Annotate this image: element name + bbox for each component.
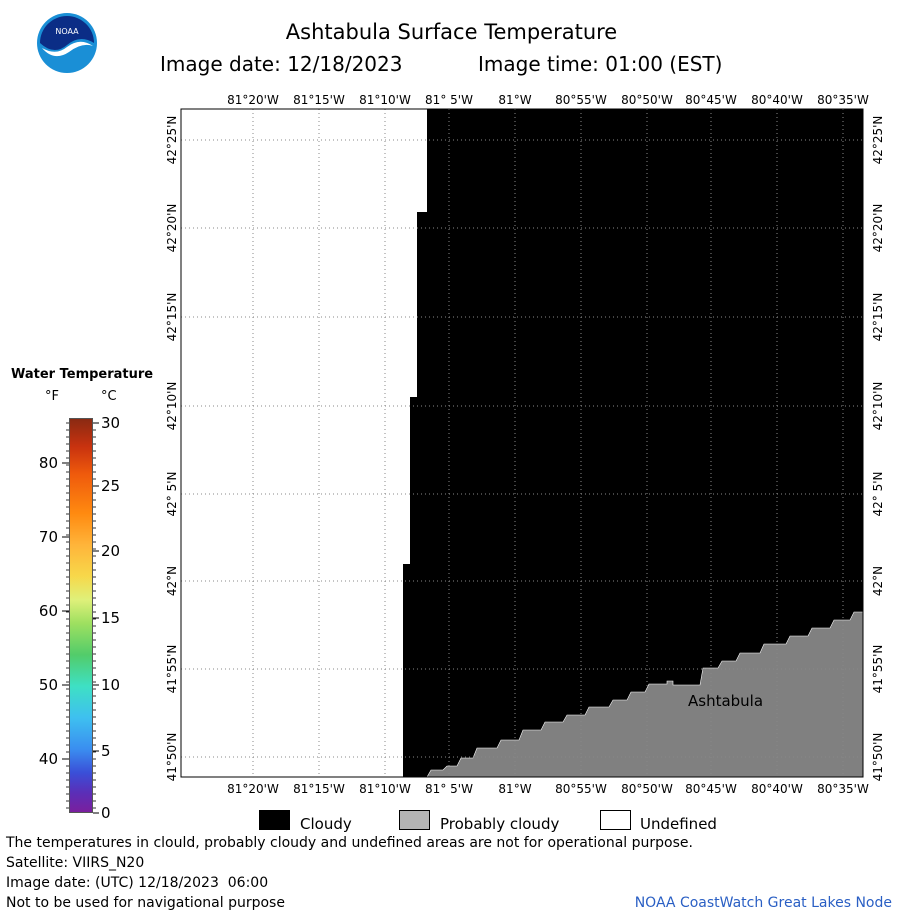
footer-disclaimer: The temperatures in clould, probably clo… xyxy=(6,835,693,851)
lon-label-bottom: 80°35'W xyxy=(817,782,869,796)
key-label-undefined: Undefined xyxy=(640,815,717,833)
lat-label-right: 42°25'N xyxy=(871,116,885,165)
lon-labels-top: 81°20'W 81°15'W 81°10'W 81° 5'W 81°W 80°55'W 8… xyxy=(227,93,869,107)
image-date: Image date: 12/18/2023 xyxy=(160,52,403,76)
key-swatch-probably-cloudy xyxy=(399,810,430,830)
probably-cloudy-area xyxy=(426,611,864,778)
lat-label-right: 42° 5'N xyxy=(871,472,885,517)
map-frame xyxy=(180,108,864,778)
lat-label-right: 41°50'N xyxy=(871,733,885,782)
footer-utc-date: Image date: (UTC) 12/18/2023 06:00 xyxy=(6,875,269,891)
lat-label-right: 41°55'N xyxy=(871,645,885,694)
key-swatch-cloudy xyxy=(259,810,290,830)
lat-label-left: 41°55'N xyxy=(165,645,179,694)
lat-label-right: 42°20'N xyxy=(871,204,885,253)
lon-label-top: 80°45'W xyxy=(685,93,737,107)
lat-label-left: 42°15'N xyxy=(165,293,179,342)
lon-label-bottom: 81°W xyxy=(498,782,531,796)
lon-label-top: 81°W xyxy=(498,93,531,107)
noaa-logo-icon: NOAA xyxy=(37,13,97,73)
page-title: Ashtabula Surface Temperature xyxy=(285,20,618,44)
lon-label-top: 81°10'W xyxy=(359,93,411,107)
key-swatch-undefined xyxy=(600,810,631,830)
lat-label-left: 42°25'N xyxy=(165,116,179,165)
lat-label-left: 41°50'N xyxy=(165,733,179,782)
footer-credit: NOAA CoastWatch Great Lakes Node xyxy=(634,895,892,911)
lon-label-bottom: 80°50'W xyxy=(621,782,673,796)
color-scale-bar xyxy=(69,418,93,813)
lat-label-right: 42°N xyxy=(871,566,885,596)
lon-label-top: 80°35'W xyxy=(817,93,869,107)
lon-label-top: 80°40'W xyxy=(751,93,803,107)
key-label-probably-cloudy: Probably cloudy xyxy=(440,815,560,833)
legend-title: Water Temperature xyxy=(11,367,154,382)
city-label: Ashtabula xyxy=(688,692,763,710)
lon-label-bottom: 81°20'W xyxy=(227,782,279,796)
lon-label-bottom: 80°55'W xyxy=(555,782,607,796)
cloudy-area xyxy=(403,109,863,777)
lat-labels-right: 42°25'N 42°20'N 42°15'N 42°10'N 42° 5'N 42°N 4… xyxy=(871,116,885,782)
footer-satellite: Satellite: VIIRS_N20 xyxy=(6,855,145,871)
city-marker xyxy=(684,672,694,682)
lat-label-left: 42°N xyxy=(165,566,179,596)
lon-label-bottom: 81°15'W xyxy=(293,782,345,796)
lon-label-top: 80°55'W xyxy=(555,93,607,107)
unit-f: °F xyxy=(45,389,59,404)
lon-label-top: 81° 5'W xyxy=(425,93,473,107)
lon-label-bottom: 80°40'W xyxy=(751,782,803,796)
lat-label-left: 42°10'N xyxy=(165,382,179,431)
lat-label-right: 42°10'N xyxy=(871,382,885,431)
unit-c: °C xyxy=(101,389,117,404)
lon-label-bottom: 81°10'W xyxy=(359,782,411,796)
footer-nav-warning: Not to be used for navigational purpose xyxy=(6,895,285,911)
lat-label-left: 42° 5'N xyxy=(165,472,179,517)
image-time: Image time: 01:00 (EST) xyxy=(478,52,723,76)
lon-labels-bottom: 81°20'W 81°15'W 81°10'W 81° 5'W 81°W 80°55'W 8… xyxy=(227,782,869,796)
lat-label-right: 42°15'N xyxy=(871,293,885,342)
lat-label-left: 42°20'N xyxy=(165,204,179,253)
lat-labels-left: 42°25'N 42°20'N 42°15'N 42°10'N 42° 5'N 42°N 4… xyxy=(165,116,179,782)
lon-label-top: 81°20'W xyxy=(227,93,279,107)
lon-label-bottom: 80°45'W xyxy=(685,782,737,796)
graticule xyxy=(181,109,863,777)
key-label-cloudy: Cloudy xyxy=(300,815,352,833)
lon-label-bottom: 81° 5'W xyxy=(425,782,473,796)
noaa-logo: NOAA xyxy=(36,12,98,74)
lon-label-top: 80°50'W xyxy=(621,93,673,107)
lon-label-top: 81°15'W xyxy=(293,93,345,107)
logo-text: NOAA xyxy=(55,27,79,36)
